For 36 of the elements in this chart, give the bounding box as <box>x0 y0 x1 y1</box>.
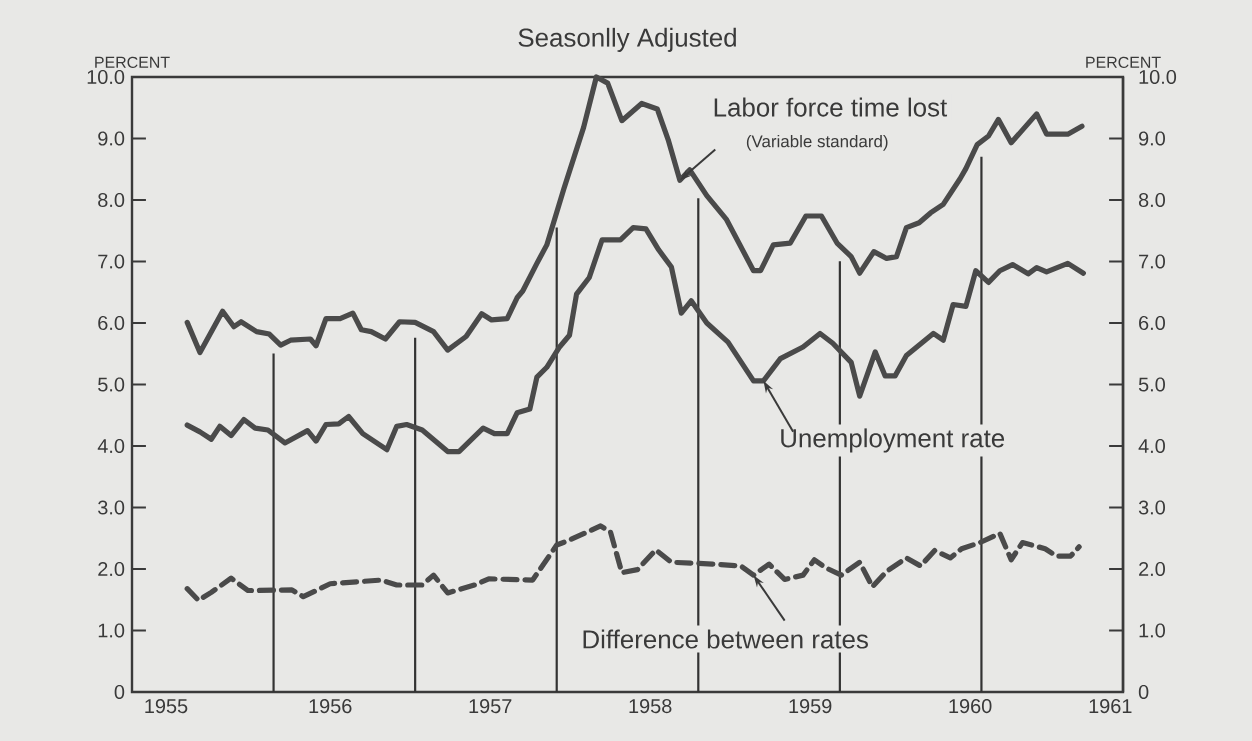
x-tick-label: 1957 <box>469 699 512 714</box>
annotation: Difference between rates <box>583 629 868 649</box>
y2-tick-label: 7.0 <box>1139 254 1165 269</box>
x-tick-label: 1955 <box>145 699 188 714</box>
x-tick-label: 1958 <box>629 699 672 714</box>
y2-axis-title: PERCENT <box>1086 56 1161 68</box>
x-tick-label: 1960 <box>949 699 992 714</box>
y2-tick-label: 4.0 <box>1138 438 1165 454</box>
y-tick-label: 3.0 <box>98 500 125 515</box>
y2-tick-label: 1.0 <box>1139 623 1165 638</box>
y-tick-label: 4.0 <box>97 438 125 454</box>
chart-title: Seasonlly Adjusted <box>518 27 736 52</box>
y2-tick-label: 10.0 <box>1139 69 1177 85</box>
y-tick-label: 2.0 <box>98 561 125 577</box>
y-tick-label: 5.0 <box>98 377 125 392</box>
y-tick-label: 0 <box>114 684 125 700</box>
y-tick-label: 6.0 <box>98 315 125 331</box>
y2-tick-label: 8.0 <box>1138 192 1165 208</box>
annotation: Unemployment rate <box>781 428 1005 453</box>
y2-tick-label: 3.0 <box>1138 500 1165 515</box>
x-tick-label: 1959 <box>789 699 832 714</box>
y-tick-label: 7.0 <box>98 254 125 269</box>
y-tick-label: 1.0 <box>98 623 125 638</box>
y-tick-label: 10.0 <box>87 69 125 85</box>
y-tick-label: 9.0 <box>98 131 125 146</box>
annotation: Labor force time lost <box>714 97 948 117</box>
y-tick-label: 8.0 <box>98 192 125 208</box>
annotation: (Variable standard) <box>746 134 888 151</box>
y2-tick-label: 6.0 <box>1139 315 1165 331</box>
y2-tick-label: 5.0 <box>1138 377 1165 392</box>
y2-tick-label: 2.0 <box>1139 561 1165 577</box>
x-tick-label: 1956 <box>309 699 352 714</box>
y2-tick-label: 0 <box>1138 684 1149 700</box>
x-tick-label: 1961 <box>1089 699 1132 714</box>
y2-tick-label: 9.0 <box>1139 131 1165 146</box>
y-axis-title: PERCENT <box>95 56 170 68</box>
